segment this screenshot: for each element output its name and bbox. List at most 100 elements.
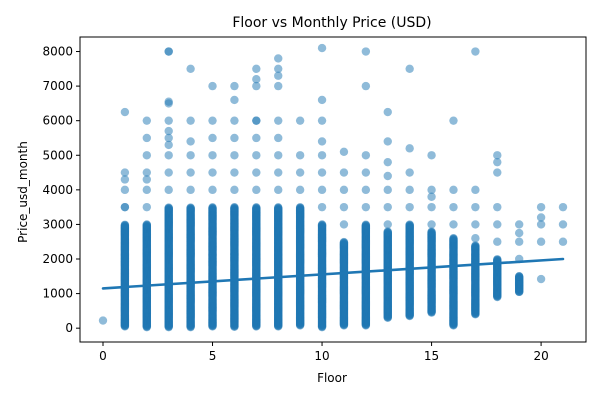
data-point xyxy=(536,237,546,246)
data-point xyxy=(383,171,392,181)
data-point xyxy=(405,64,414,74)
data-point xyxy=(208,203,217,212)
data-point xyxy=(361,47,371,56)
data-point xyxy=(493,255,502,264)
data-point xyxy=(164,168,173,177)
trend-line xyxy=(101,257,565,290)
data-point xyxy=(514,220,524,229)
data-point xyxy=(120,168,130,177)
data-point xyxy=(383,185,392,195)
data-point xyxy=(449,185,458,195)
data-point xyxy=(493,202,502,212)
points-layer xyxy=(98,43,568,332)
data-point xyxy=(427,185,436,195)
data-point xyxy=(449,116,458,125)
data-point xyxy=(252,185,261,195)
data-point xyxy=(142,168,152,177)
data-point xyxy=(186,151,195,160)
data-point xyxy=(120,220,130,229)
data-point xyxy=(558,220,568,229)
x-tick-label: 20 xyxy=(533,349,548,363)
data-point xyxy=(120,185,130,195)
data-point xyxy=(252,74,261,84)
y-tick-label: 4000 xyxy=(42,183,73,197)
data-point xyxy=(295,116,305,125)
data-point xyxy=(186,137,195,146)
data-point xyxy=(493,220,502,229)
data-point xyxy=(449,234,458,243)
data-point xyxy=(405,185,414,195)
axes-layer: 0 5 10 15 20 0 1000 2000 3000 4000 5000 6000 7000 800… xyxy=(42,36,587,363)
data-point xyxy=(339,202,349,212)
data-point xyxy=(98,316,108,325)
data-point xyxy=(274,116,283,125)
data-point xyxy=(274,64,283,74)
data-point xyxy=(471,234,480,243)
data-point xyxy=(339,237,349,247)
data-point xyxy=(186,185,195,195)
data-point xyxy=(514,287,524,297)
data-point xyxy=(120,107,130,117)
x-tick-label: 15 xyxy=(424,349,439,363)
data-point xyxy=(361,168,371,177)
data-point xyxy=(164,203,173,212)
data-point xyxy=(427,192,436,201)
y-tick-label: 2000 xyxy=(42,252,73,266)
data-point xyxy=(339,168,349,177)
data-point xyxy=(120,202,130,212)
data-point xyxy=(514,237,524,246)
x-tick-label: 0 xyxy=(99,349,107,363)
data-point xyxy=(317,168,327,177)
data-point xyxy=(383,227,392,236)
data-point xyxy=(471,202,480,212)
y-tick-label: 7000 xyxy=(42,79,73,93)
y-tick-label: 1000 xyxy=(42,287,73,301)
y-tick-label: 5000 xyxy=(42,148,73,162)
data-point xyxy=(120,175,130,184)
data-point xyxy=(274,203,283,212)
data-point xyxy=(164,140,173,150)
data-point xyxy=(252,64,261,74)
data-point xyxy=(317,220,327,229)
data-point xyxy=(164,126,173,136)
data-point xyxy=(164,97,173,106)
x-axis-label: Floor xyxy=(317,371,347,385)
data-point xyxy=(230,95,239,105)
data-point xyxy=(274,54,283,63)
data-point xyxy=(274,81,283,91)
data-point xyxy=(493,151,502,160)
data-point xyxy=(317,151,327,160)
data-point xyxy=(339,147,349,157)
data-point xyxy=(493,237,502,246)
data-point xyxy=(164,47,173,56)
data-point xyxy=(536,220,546,229)
data-point xyxy=(558,237,568,246)
data-point xyxy=(230,168,239,177)
data-point xyxy=(252,168,261,177)
data-point xyxy=(317,116,327,125)
data-point xyxy=(186,64,195,74)
data-point xyxy=(449,220,458,229)
data-point xyxy=(361,202,371,212)
data-point xyxy=(142,202,152,212)
data-point xyxy=(164,116,173,125)
data-point xyxy=(252,133,261,143)
data-point xyxy=(142,185,152,195)
data-point xyxy=(317,202,327,212)
data-point xyxy=(383,202,392,212)
data-point xyxy=(514,228,524,238)
data-point xyxy=(142,151,152,160)
data-point xyxy=(427,151,436,160)
y-tick-label: 3000 xyxy=(42,217,73,231)
data-point xyxy=(536,202,546,212)
data-point xyxy=(208,116,217,125)
data-point xyxy=(295,168,305,177)
data-point xyxy=(317,137,327,146)
data-point xyxy=(274,168,283,177)
data-point xyxy=(383,220,392,229)
data-point xyxy=(361,151,371,160)
chart-title: Floor vs Monthly Price (USD) xyxy=(232,15,431,31)
data-point xyxy=(186,203,195,212)
